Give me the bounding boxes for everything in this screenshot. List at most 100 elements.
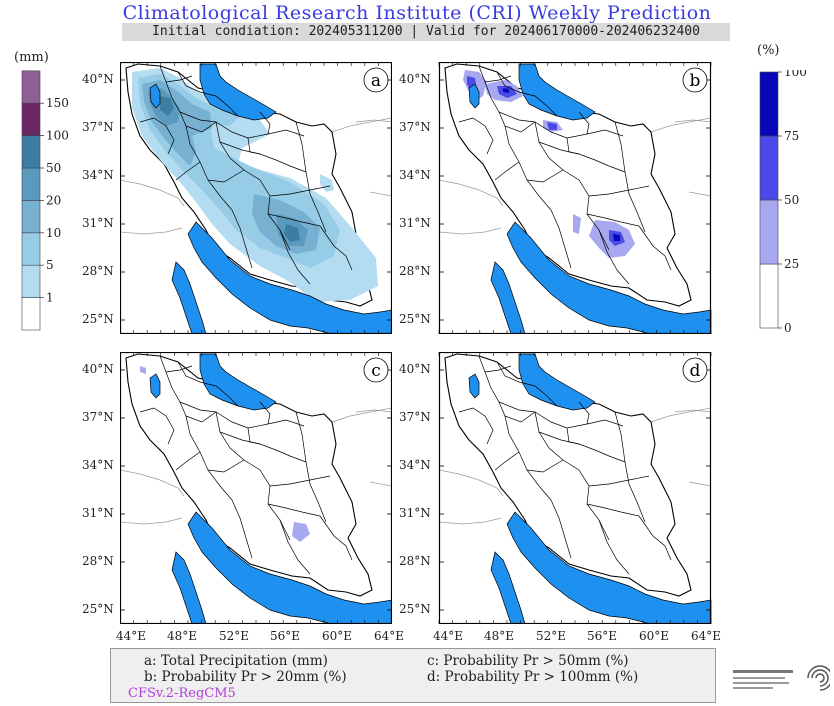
province-border (159, 355, 233, 501)
panel-label-circle (682, 67, 708, 93)
latitude-tick-label: 40°N (399, 362, 431, 376)
panel-label: c (371, 361, 381, 381)
caspian-sea (518, 63, 596, 121)
latitude-tick-label: 28°N (399, 264, 431, 278)
province-border (566, 427, 580, 445)
legend-item-b: b: Probability Pr > 20mm (%) (144, 669, 347, 685)
panel-label-circle (363, 357, 389, 383)
left-colorbar-box (21, 102, 41, 136)
longitude-tick-label: 64°E (374, 629, 405, 643)
latitude-tick-label: 40°N (82, 72, 114, 86)
right-colorbar-unit: (%) (757, 43, 780, 58)
latitude-tick-label: 28°N (399, 554, 431, 568)
province-border (215, 121, 305, 139)
latitude-tick-label: 25°N (82, 312, 114, 326)
province-border (638, 225, 672, 271)
neighbor-border (438, 517, 502, 525)
left-colorbar-box (21, 135, 41, 169)
lake-urmia (468, 83, 480, 109)
province-border (504, 121, 536, 133)
province-border (185, 411, 217, 423)
province-border (269, 475, 331, 487)
longitude-tick-label: 60°E (639, 629, 670, 643)
longitude-tick-label: 48°E (484, 629, 515, 643)
province-border (578, 401, 590, 425)
province-border (267, 213, 321, 227)
province-border (139, 117, 175, 155)
latitude-tick-label: 40°N (399, 72, 431, 86)
panel-label-circle (682, 357, 708, 383)
province-border (247, 137, 261, 155)
province-border (279, 519, 311, 575)
left-colorbar-unit: (mm) (14, 50, 49, 65)
latitude-tick-label: 28°N (82, 554, 114, 568)
right-colorbar-box (759, 263, 779, 329)
province-border (219, 431, 307, 463)
probability-field (463, 70, 635, 258)
neighbor-border (355, 119, 392, 123)
province-border (207, 459, 245, 473)
province-border (179, 111, 245, 171)
neighbor-border (369, 191, 392, 197)
lake-urmia (149, 83, 161, 109)
province-border (484, 75, 512, 83)
province-border (526, 459, 564, 473)
province-border (484, 365, 512, 373)
province-border (562, 169, 610, 251)
right-colorbar-label: 0 (784, 321, 792, 332)
province-border (295, 121, 327, 233)
left-colorbar-box (21, 167, 41, 201)
left-colorbar-box (21, 200, 41, 234)
left-colorbar-label: 5 (46, 258, 54, 272)
latitude-tick-label: 37°N (399, 120, 431, 134)
gulf-inlet (490, 261, 526, 334)
caspian-sea (518, 353, 596, 411)
province-border (185, 121, 217, 133)
neighbor-border (688, 191, 712, 197)
right-colorbar-box (759, 71, 779, 137)
left-colorbar-label: 20 (46, 193, 61, 207)
province-border (177, 361, 239, 407)
map-panel-a: a (120, 62, 392, 334)
left-colorbar: 1 5 10 20 50 100 150 (21, 70, 69, 331)
neighbor-border (674, 409, 712, 413)
longitude-tick-label: 52°E (219, 629, 250, 643)
map-panel-c: c (120, 352, 392, 624)
province-border (279, 229, 311, 285)
institute-logo (733, 665, 830, 691)
lake-urmia (468, 373, 480, 399)
legend-item-a: a: Total Precipitation (mm) (144, 653, 328, 669)
gulf-inlet (171, 261, 207, 334)
province-border (139, 407, 175, 445)
province-border (243, 169, 291, 251)
province-border (550, 209, 572, 269)
province-border (177, 71, 239, 117)
longitude-tick-label: 56°E (270, 629, 301, 643)
panel-label: a (371, 71, 381, 91)
caspian-sea (199, 63, 277, 121)
lake-urmia (149, 373, 161, 399)
latitude-tick-label: 31°N (399, 216, 431, 230)
province-border (269, 185, 331, 197)
left-colorbar-box (21, 264, 41, 298)
left-colorbar-label: 150 (46, 96, 69, 110)
province-border (588, 475, 650, 487)
left-colorbar-label: 50 (46, 161, 61, 175)
province-border (231, 209, 253, 269)
province-border (498, 401, 564, 461)
gulf-inlet (171, 551, 207, 624)
right-colorbar-label: 75 (784, 129, 799, 143)
neighbor-border (650, 117, 712, 133)
province-border (578, 111, 590, 135)
left-colorbar-box (21, 297, 41, 331)
province-border (586, 213, 640, 227)
province-border (534, 121, 624, 139)
legend-item-c: c: Probability Pr > 50mm (%) (427, 653, 629, 669)
panel-label-circle (363, 67, 389, 93)
neighbor-border (369, 481, 392, 487)
province-border (598, 519, 630, 575)
province-border (458, 407, 494, 445)
neighbor-border (331, 407, 392, 423)
latitude-tick-label: 37°N (82, 410, 114, 424)
longitude-tick-label: 64°E (691, 629, 722, 643)
